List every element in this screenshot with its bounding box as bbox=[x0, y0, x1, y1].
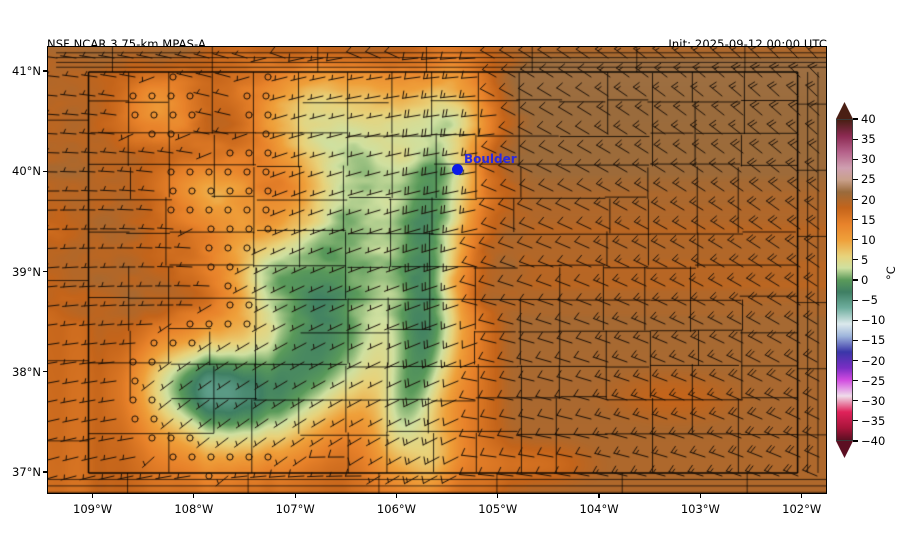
colorbar-tick-mark bbox=[853, 118, 858, 120]
lon-tick-label: 104°W bbox=[579, 502, 619, 516]
lat-tick-label: 41°N bbox=[12, 64, 41, 79]
lat-tick-mark bbox=[43, 270, 47, 273]
colorbar-tick-label: 10 bbox=[861, 232, 876, 247]
colorbar-tick-label: −5 bbox=[861, 293, 878, 308]
lon-tick-mark bbox=[801, 494, 803, 498]
colorbar-tick-label: −25 bbox=[861, 373, 886, 388]
colorbar-tick-mark bbox=[853, 259, 858, 261]
colorbar-tick-label: 35 bbox=[861, 132, 876, 147]
colorbar-tick-mark bbox=[853, 359, 858, 362]
lat-tick-mark bbox=[43, 70, 47, 72]
lon-tick-label: 105°W bbox=[478, 502, 518, 516]
colorbar-tick-label: 15 bbox=[861, 212, 876, 227]
colorbar-tick-mark bbox=[853, 279, 858, 281]
colorbar-tick-label: 5 bbox=[861, 252, 869, 267]
lat-tick-label: 37°N bbox=[12, 464, 41, 479]
colorbar-unit-label: °C bbox=[884, 266, 898, 280]
colorbar-tick-label: −40 bbox=[861, 434, 886, 448]
colorbar-extend-min-icon bbox=[836, 441, 853, 458]
lat-tick-label: 39°N bbox=[12, 264, 41, 279]
colorbar-tick-label: 40 bbox=[861, 112, 876, 126]
colorbar-tick-label: 30 bbox=[861, 152, 876, 167]
map-plot-area bbox=[47, 46, 827, 494]
colorbar-tick-label: −15 bbox=[861, 333, 886, 348]
colorbar-tick-label: 25 bbox=[861, 172, 876, 187]
colorbar-tick-mark bbox=[853, 319, 858, 321]
lon-tick-label: 109°W bbox=[73, 502, 113, 516]
lon-tick-mark bbox=[91, 494, 94, 498]
colorbar-tick-label: 20 bbox=[861, 192, 876, 207]
lon-tick-mark bbox=[193, 494, 195, 498]
lat-tick-mark bbox=[43, 170, 47, 172]
lat-tick-mark bbox=[43, 371, 47, 373]
colorbar-tick-mark bbox=[853, 339, 858, 341]
lon-tick-mark bbox=[294, 494, 296, 498]
temperature-wind-field bbox=[48, 47, 826, 493]
lat-tick-mark bbox=[43, 471, 47, 473]
lon-tick-label: 106°W bbox=[376, 502, 417, 516]
colorbar-tick-mark bbox=[853, 299, 858, 301]
lon-tick-mark bbox=[395, 494, 398, 498]
colorbar-tick-mark bbox=[853, 380, 858, 382]
colorbar: 40 35 30 25 20 15 10 5 0 −5 −10 −15 −20 −25 −30 −35 −40 bbox=[836, 102, 885, 458]
colorbar-tick-mark bbox=[853, 400, 858, 402]
lon-tick-mark bbox=[699, 494, 701, 498]
colorbar-tick-label: 0 bbox=[861, 273, 869, 287]
colorbar-tick-mark bbox=[853, 138, 858, 140]
colorbar-tick-mark bbox=[853, 198, 858, 201]
colorbar-tick-label: −30 bbox=[861, 393, 886, 408]
colorbar-extend-max-icon bbox=[836, 102, 853, 119]
colorbar-tick-label: −35 bbox=[861, 413, 886, 428]
colorbar-gradient bbox=[836, 119, 853, 441]
colorbar-tick-label: −10 bbox=[861, 313, 886, 328]
lon-tick-label: 107°W bbox=[275, 502, 315, 516]
colorbar-tick-mark bbox=[853, 239, 858, 241]
colorbar-tick-mark bbox=[853, 158, 858, 160]
boulder-marker-label: Boulder bbox=[464, 152, 517, 166]
colorbar-tick-mark bbox=[853, 440, 858, 442]
lon-tick-label: 103°W bbox=[680, 502, 720, 516]
colorbar-tick-mark bbox=[853, 219, 858, 221]
colorbar-tick-mark bbox=[853, 178, 858, 180]
colorbar-tick-mark bbox=[853, 420, 858, 422]
colorbar-tick-label: −20 bbox=[861, 353, 886, 368]
lat-tick-label: 38°N bbox=[12, 364, 41, 379]
boulder-marker-dot bbox=[452, 164, 463, 175]
lat-tick-label: 40°N bbox=[12, 164, 41, 179]
lon-tick-mark bbox=[598, 494, 600, 498]
lon-tick-mark bbox=[497, 494, 499, 498]
lon-tick-label: 108°W bbox=[174, 502, 214, 516]
lon-tick-label: 102°W bbox=[782, 502, 822, 516]
